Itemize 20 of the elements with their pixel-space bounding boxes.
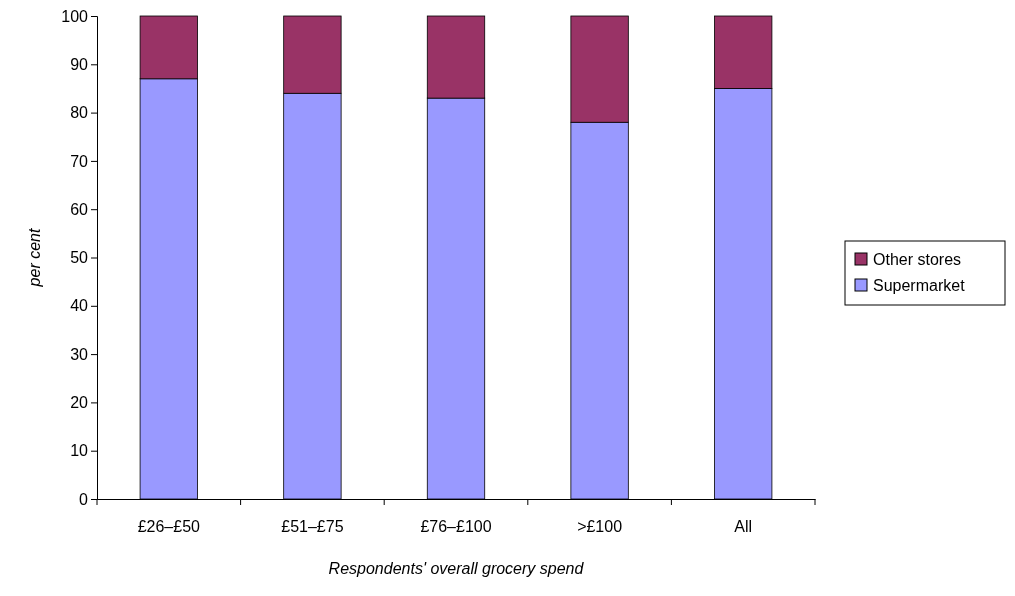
x-tick-label: £51–£75 (281, 518, 344, 536)
y-tick-label: 60 (70, 200, 89, 218)
y-axis-title: per cent (26, 228, 43, 288)
y-tick-label: 80 (70, 104, 89, 122)
x-tick-label: £76–£100 (420, 518, 492, 536)
x-tick-label: >£100 (577, 518, 623, 536)
y-tick-label: 100 (61, 7, 89, 25)
y-tick-label: 40 (70, 297, 89, 315)
legend-label: Supermarket (873, 277, 966, 294)
y-tick-label: 30 (70, 345, 89, 363)
y-tick-label: 20 (70, 394, 89, 412)
y-tick-label: 90 (70, 55, 89, 73)
y-tick-label: 50 (70, 249, 89, 267)
legend-label: Other stores (873, 251, 962, 268)
x-tick-label: £26–£50 (137, 518, 201, 536)
x-tick-label: All (734, 518, 753, 536)
y-tick-label: 10 (70, 442, 89, 460)
x-axis-title: Respondents' overall grocery spend (328, 560, 585, 577)
y-tick-label: 70 (70, 152, 89, 170)
y-tick-label: 0 (79, 490, 89, 508)
